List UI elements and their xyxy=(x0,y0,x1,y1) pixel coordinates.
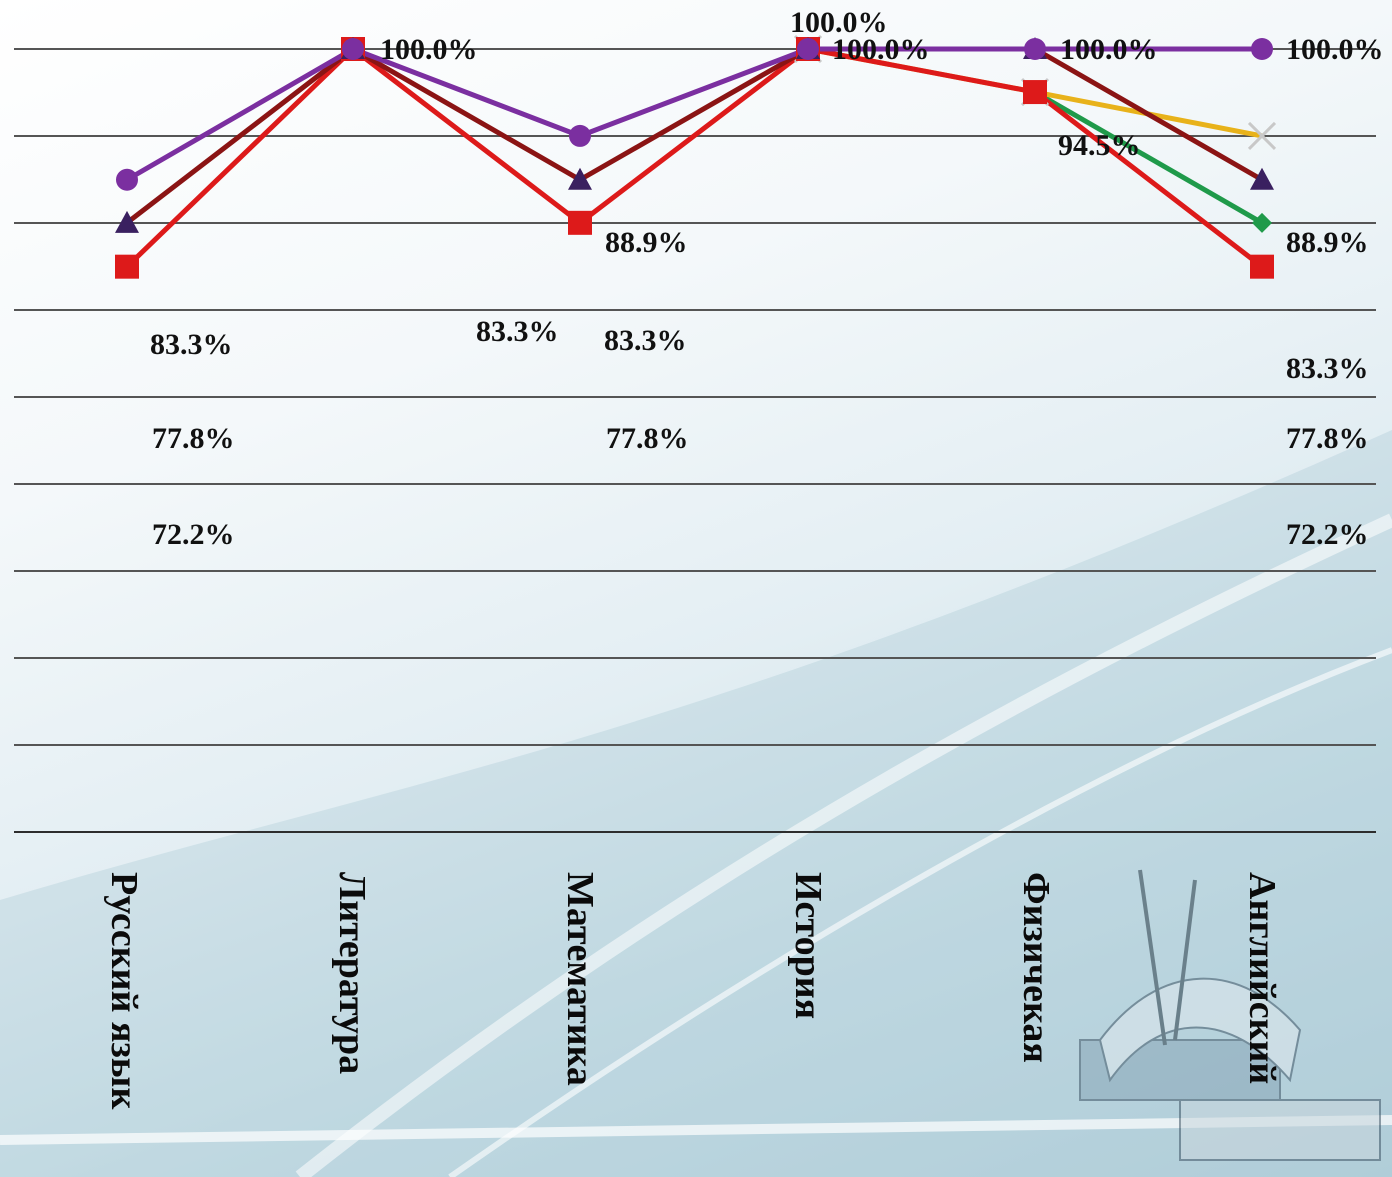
data-label: 77.8% xyxy=(152,422,235,455)
data-label: 83.3% xyxy=(1286,352,1369,385)
data-label: 100.0% xyxy=(1286,33,1384,66)
category-label: Физичекая xyxy=(1017,872,1055,1063)
data-point xyxy=(1252,213,1272,233)
data-point xyxy=(1250,168,1274,190)
data-point xyxy=(342,38,364,60)
category-label: Русский язык xyxy=(105,872,143,1109)
data-point xyxy=(1250,255,1274,279)
data-label: 77.8% xyxy=(1286,422,1369,455)
data-label: 83.3% xyxy=(476,315,559,348)
data-point xyxy=(115,255,139,279)
data-label: 94.5% xyxy=(1058,129,1141,162)
data-point xyxy=(569,125,591,147)
data-label: 72.2% xyxy=(1286,518,1369,551)
data-point xyxy=(1024,38,1046,60)
category-label: История xyxy=(789,872,827,1019)
data-label: 83.3% xyxy=(604,324,687,357)
category-label: Математика xyxy=(561,872,599,1086)
data-label: 83.3% xyxy=(150,328,233,361)
data-label: 100.0% xyxy=(380,33,478,66)
data-point xyxy=(568,168,592,190)
data-label: 88.9% xyxy=(605,226,688,259)
category-label: Английский xyxy=(1243,872,1281,1084)
data-label: 100.0% xyxy=(1060,33,1158,66)
data-point xyxy=(116,169,138,191)
data-label: 100.0% xyxy=(790,6,888,39)
data-labels: 83.3% 77.8% 72.2% 100.0% 88.9% 83.3% 83.3% 77.8… xyxy=(150,6,1384,551)
data-point xyxy=(568,211,592,235)
data-point xyxy=(1023,80,1047,104)
data-label: 77.8% xyxy=(606,422,689,455)
data-label: 88.9% xyxy=(1286,226,1369,259)
category-label: Литература xyxy=(333,872,371,1074)
data-point xyxy=(1251,38,1273,60)
data-label: 72.2% xyxy=(152,518,235,551)
data-point xyxy=(797,38,819,60)
